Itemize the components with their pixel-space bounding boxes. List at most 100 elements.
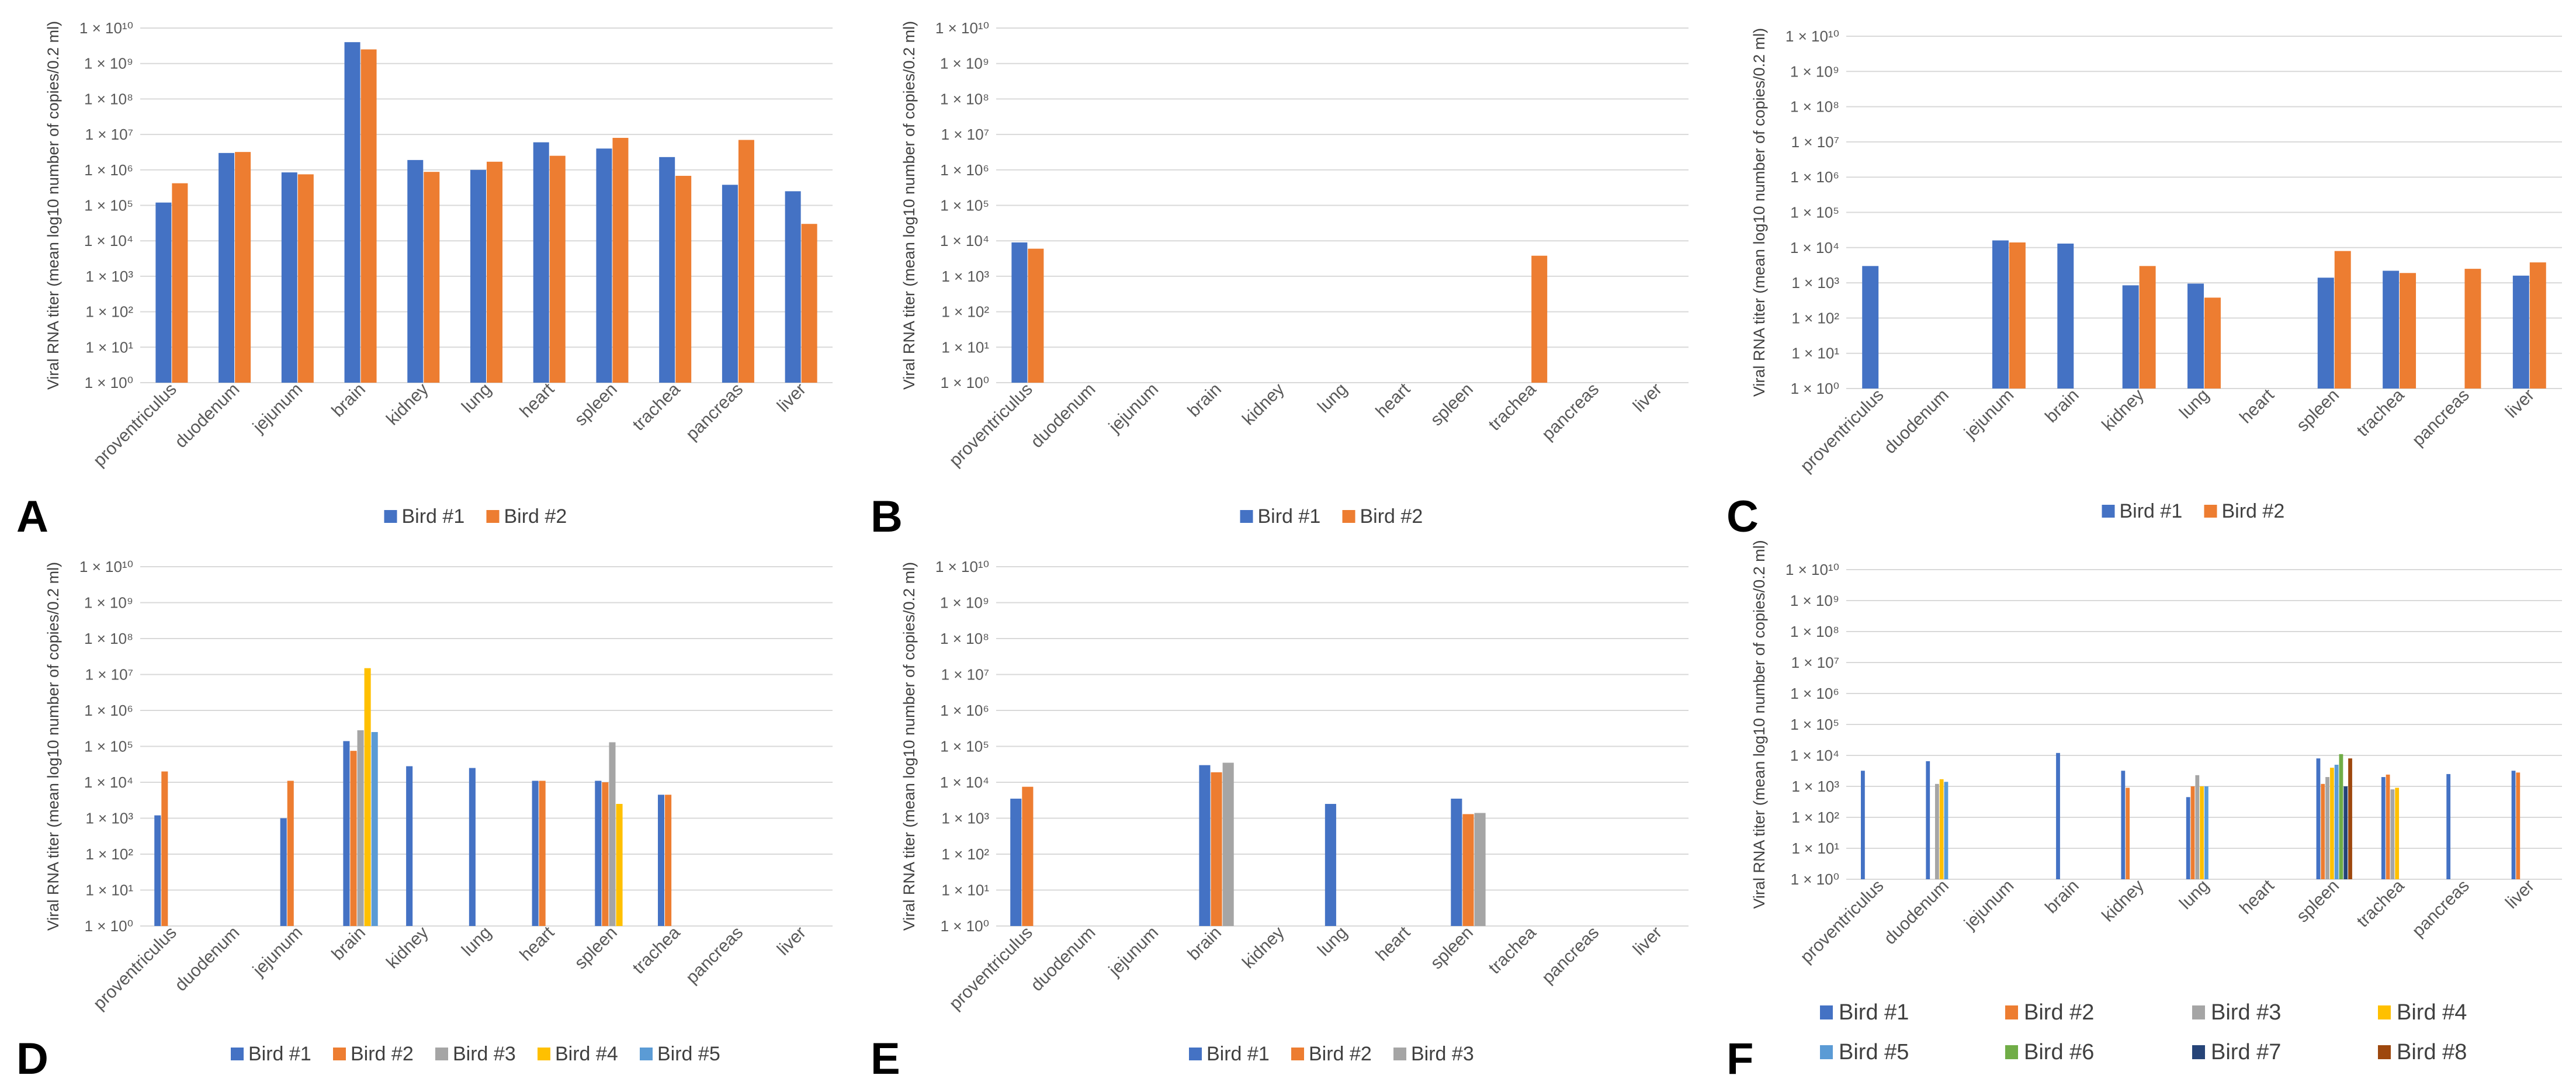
y-tick-label: 1 × 10⁴	[1790, 239, 1839, 256]
legend-swatch	[2005, 1005, 2018, 1019]
bar	[1992, 240, 2009, 389]
category-label: proventriculus	[89, 923, 180, 1014]
y-tick-label: 1 × 10⁹	[940, 594, 989, 612]
category-label: liver	[1629, 923, 1666, 959]
bar	[1862, 266, 1879, 389]
category-label: liver	[774, 923, 810, 959]
category-label: duodenum	[171, 380, 244, 452]
y-tick-label: 1 × 10⁷	[1791, 133, 1839, 151]
bar	[360, 49, 377, 383]
category-label: trachea	[629, 379, 684, 434]
y-axis-label: Viral RNA titer (mean log10 number of co…	[1750, 540, 1768, 908]
y-tick-label: 1 × 10¹	[941, 338, 989, 356]
legend: Bird #1 Bird #2	[384, 505, 567, 528]
legend-swatch	[1820, 1005, 1833, 1019]
legend-swatch	[333, 1048, 346, 1060]
category-label: spleen	[2293, 876, 2343, 927]
bar	[1199, 765, 1211, 926]
bar	[1861, 771, 1865, 879]
bar	[2139, 266, 2156, 389]
legend-swatch	[231, 1048, 244, 1060]
category-label: duodenum	[1027, 380, 1100, 452]
legend: Bird #1 Bird #2 Bird #3 Bird #4 Bird #5 Bird …	[1820, 1000, 2467, 1064]
legend-swatch	[2378, 1045, 2391, 1059]
category-label: pancreas	[682, 380, 747, 445]
bar	[287, 781, 294, 926]
y-tick-label: 1 × 10⁷	[85, 126, 133, 143]
y-tick-label: 1 × 10³	[85, 810, 133, 827]
legend-label: Bird #8	[2397, 1040, 2467, 1064]
legend-swatch	[384, 510, 397, 523]
category-label: pancreas	[682, 923, 747, 988]
bar	[616, 804, 623, 926]
bar	[1474, 813, 1486, 926]
category-label: trachea	[1485, 379, 1540, 434]
bar	[532, 781, 539, 926]
category-label: lung	[458, 380, 495, 417]
bar	[2325, 777, 2329, 879]
y-tick-label: 1 × 10³	[941, 810, 989, 827]
y-tick-label: 1 × 10²	[941, 845, 989, 863]
bar	[2204, 297, 2221, 389]
y-tick-label: 1 × 10⁸	[1790, 623, 1839, 640]
category-label: trachea	[2353, 876, 2408, 931]
category-label: duodenum	[171, 923, 244, 996]
bar	[2200, 786, 2204, 879]
y-tick-label: 1 × 10⁸	[84, 90, 133, 107]
category-label: liver	[2502, 876, 2538, 913]
legend-swatch	[2192, 1045, 2205, 1059]
category-label: pancreas	[2408, 386, 2473, 450]
legend-label: Bird #3	[453, 1043, 516, 1065]
category-label: jejunum	[249, 923, 306, 980]
bar	[407, 159, 424, 383]
category-label: spleen	[1427, 923, 1477, 973]
legend-swatch	[2102, 505, 2115, 518]
legend-swatch	[1393, 1048, 1406, 1060]
bar	[1934, 783, 1939, 879]
category-label: lung	[458, 923, 495, 960]
bar	[2057, 243, 2074, 389]
category-label: liver	[1629, 380, 1666, 416]
panel-e: 1 × 10⁰ 1 × 10¹ 1 × 10² 1 × 10³ 1 × 10⁴ 1 × 1…	[871, 558, 1689, 1084]
category-label: lung	[1314, 923, 1351, 960]
y-tick-label: 1 × 10²	[941, 303, 989, 321]
y-tick-label: 1 × 10²	[1791, 809, 1839, 826]
y-tick-label: 1 × 10³	[941, 268, 989, 285]
bar	[785, 191, 801, 383]
bar	[1944, 782, 1949, 879]
y-tick-label: 1 × 10⁸	[1790, 98, 1839, 116]
bar	[2339, 754, 2343, 879]
bar	[155, 202, 172, 383]
y-tick-label: 1 × 10⁶	[1790, 685, 1839, 702]
y-tick-label: 1 × 10³	[85, 268, 133, 285]
legend-label: Bird #3	[1411, 1043, 1474, 1065]
bar	[2529, 262, 2546, 389]
category-label: jejunum	[1105, 923, 1162, 980]
legend-swatch	[2204, 505, 2217, 518]
bar	[1222, 762, 1234, 926]
y-axis-label: Viral RNA titer (mean log10 number of co…	[44, 562, 62, 931]
bar	[609, 742, 616, 926]
panel-label: C	[1726, 492, 1759, 542]
bar	[602, 782, 609, 926]
category-label: proventriculus	[1797, 876, 1887, 967]
legend: Bird #1 Bird #2	[1240, 505, 1423, 528]
legend-label: Bird #2	[504, 505, 567, 528]
bar	[344, 42, 360, 383]
bar	[2316, 758, 2321, 879]
category-label: spleen	[1427, 380, 1477, 430]
category-label: heart	[1372, 379, 1414, 421]
bar	[2511, 771, 2516, 879]
y-tick-label: 1 × 10⁷	[85, 666, 133, 684]
bar	[2516, 772, 2520, 879]
category-label: liver	[2502, 386, 2538, 422]
category-label: kidney	[2098, 876, 2148, 926]
y-tick-label: 1 × 10⁴	[940, 232, 989, 249]
legend-swatch	[2005, 1045, 2018, 1059]
y-axis-label: Viral RNA titer (mean log10 number of co…	[900, 562, 918, 931]
category-label: heart	[516, 379, 558, 421]
category-label: duodenum	[1880, 386, 1953, 458]
y-tick-label: 1 × 10¹	[85, 882, 133, 899]
bar	[2195, 775, 2200, 879]
category-label: kidney	[1239, 380, 1288, 429]
